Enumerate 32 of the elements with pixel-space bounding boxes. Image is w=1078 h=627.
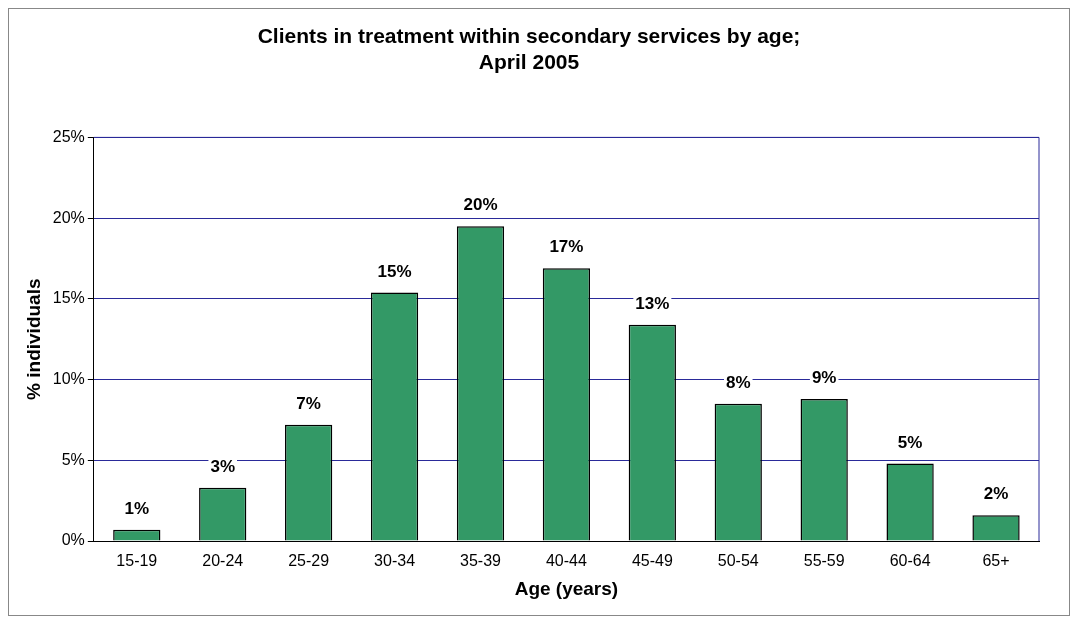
x-tick-label: 35-39 <box>460 552 502 570</box>
data-label: 17% <box>549 237 584 257</box>
text: April 2005 <box>478 49 580 73</box>
x-tick-label: 20-24 <box>202 552 244 570</box>
x-tick-label: 25-29 <box>288 552 330 570</box>
x-tick-label: 40-44 <box>545 552 587 570</box>
data-label: 20% <box>463 195 498 215</box>
y-axis-title: % individuals <box>22 278 44 400</box>
data-label: 8% <box>725 372 751 392</box>
x-axis-title: Age (years) <box>514 577 619 599</box>
x-tick-label: 65+ <box>982 552 1010 570</box>
data-label: 3% <box>210 456 235 476</box>
data-label: 15% <box>377 261 412 281</box>
x-tick-label: 45-49 <box>631 552 673 570</box>
x-tick-label: 60-64 <box>889 552 931 570</box>
x-tick-label: 50-54 <box>717 552 759 570</box>
y-tick-label: 25% <box>52 127 85 145</box>
x-tick-label: 55-59 <box>803 552 845 570</box>
x-tick-label: 30-34 <box>374 552 416 570</box>
data-label: 5% <box>897 432 923 452</box>
y-tick-label: 15% <box>52 289 85 307</box>
text: Clients in treatment within secondary services by age; <box>257 24 801 48</box>
y-tick-label: 5% <box>61 450 85 468</box>
data-label: 1% <box>124 498 150 518</box>
y-tick-label: 10% <box>52 369 85 387</box>
data-label: 7% <box>296 393 321 413</box>
data-label: 2% <box>983 484 1009 504</box>
data-label: 9% <box>811 368 837 388</box>
data-label: 13% <box>635 293 670 313</box>
y-tick-label: 20% <box>52 208 85 226</box>
x-tick-label: 15-19 <box>116 552 158 570</box>
y-tick-label: 0% <box>61 531 85 549</box>
